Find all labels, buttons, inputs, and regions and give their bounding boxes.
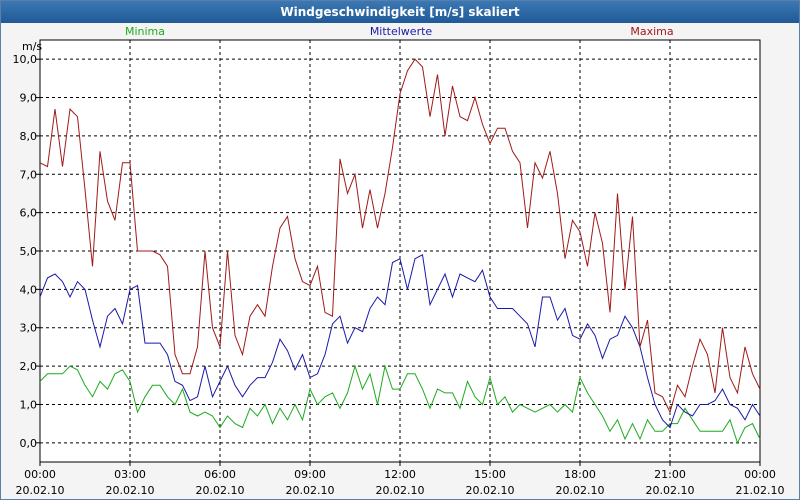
legend: Minima Mittelwerte Maxima <box>125 25 674 38</box>
axes: 0,0 1,0 2,0 3,0 4,0 5,0 6,0 7,0 8,0 9,0 10,0 00:00 2… <box>13 53 785 497</box>
x-tick-time: 00:00 <box>744 468 776 481</box>
x-tick-time: 03:00 <box>114 468 146 481</box>
x-tick-date: 20.02.10 <box>646 484 695 497</box>
window-title: Windgeschwindigkeit [m/s] skaliert <box>1 1 799 23</box>
x-tick-time: 06:00 <box>204 468 236 481</box>
y-tick-label: 10,0 <box>13 53 38 66</box>
y-tick-label: 0,0 <box>20 437 38 450</box>
y-tick-label: 4,0 <box>20 283 38 296</box>
y-tick-label: 3,0 <box>20 322 38 335</box>
x-tick-date: 20.02.10 <box>196 484 245 497</box>
y-tick-label: 1,0 <box>20 398 38 411</box>
legend-item-minima: Minima <box>125 25 165 38</box>
x-tick-date: 20.02.10 <box>286 484 335 497</box>
series-line-minima <box>39 364 761 445</box>
x-tick-time: 15:00 <box>474 468 506 481</box>
x-tick-time: 21:00 <box>654 468 686 481</box>
x-tick-date: 20.02.10 <box>376 484 425 497</box>
x-tick-date: 21.02.10 <box>736 484 785 497</box>
x-tick-time: 18:00 <box>564 468 596 481</box>
y-axis-label: m/s <box>22 40 42 53</box>
x-tick-date: 20.02.10 <box>16 484 65 497</box>
x-tick-time: 09:00 <box>294 468 326 481</box>
x-tick-time: 00:00 <box>24 468 56 481</box>
y-tick-label: 6,0 <box>20 207 38 220</box>
x-tick-date: 20.02.10 <box>466 484 515 497</box>
x-tick-date: 20.02.10 <box>556 484 605 497</box>
legend-item-maxima: Maxima <box>630 25 673 38</box>
y-tick-label: 5,0 <box>20 245 38 258</box>
legend-item-mittelwerte: Mittelwerte <box>370 25 433 38</box>
y-tick-label: 8,0 <box>20 130 38 143</box>
series-lines <box>39 58 761 445</box>
series-line-maxima <box>39 58 761 414</box>
y-tick-label: 9,0 <box>20 92 38 105</box>
y-tick-label: 7,0 <box>20 168 38 181</box>
x-tick-date: 20.02.10 <box>106 484 155 497</box>
y-tick-label: 2,0 <box>20 360 38 373</box>
x-tick-time: 12:00 <box>384 468 416 481</box>
grid-lines <box>40 40 760 462</box>
